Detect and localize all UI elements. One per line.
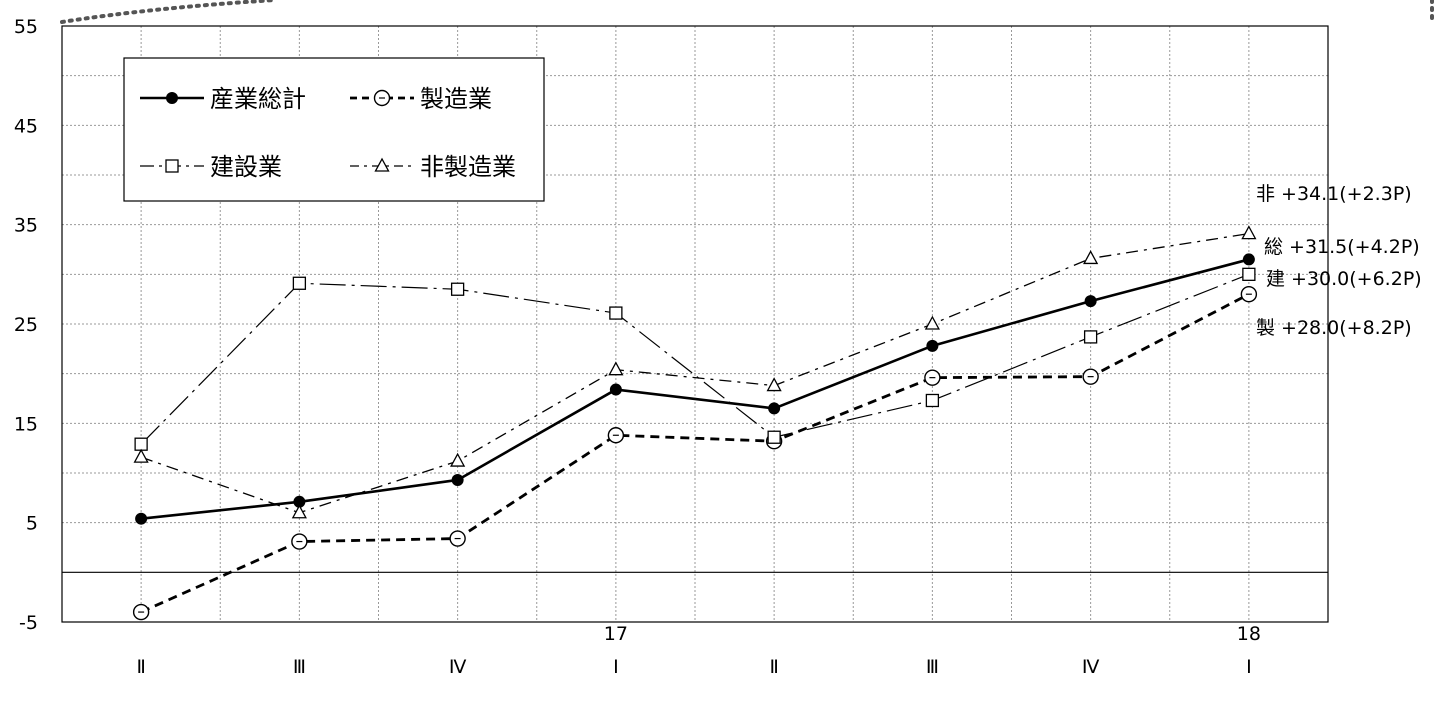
x-tick-label: Ⅰ — [613, 656, 619, 678]
x-tick-label: Ⅲ — [926, 656, 939, 678]
y-tick-label: -5 — [19, 612, 38, 634]
data-point-nonmfg — [451, 454, 464, 466]
y-tick-label: 55 — [14, 16, 38, 38]
x-year-label: 18 — [1237, 623, 1261, 645]
series-line-mfg — [141, 294, 1249, 612]
annotation-const: 建 +30.0(+6.2P) — [1266, 268, 1422, 290]
annotations: 非 +34.1(+2.3P) 総 +31.5(+4.2P) 建 +30.0(+6.2… — [1256, 183, 1422, 339]
data-point-const — [610, 307, 622, 319]
x-tick-label: Ⅳ — [1082, 656, 1100, 678]
data-point-const — [768, 431, 780, 443]
x-year-label: 17 — [604, 623, 628, 645]
data-point-const — [293, 277, 305, 289]
annotation-nonmfg: 非 +34.1(+2.3P) — [1256, 183, 1412, 205]
y-tick-label: 45 — [14, 115, 38, 137]
x-tick-label: Ⅱ — [769, 656, 778, 678]
legend-marker-total — [166, 92, 178, 104]
y-tick-label: 5 — [26, 513, 38, 535]
x-tick-label: Ⅱ — [136, 656, 145, 678]
x-tick-label: Ⅲ — [293, 656, 306, 678]
data-point-const — [1243, 268, 1255, 280]
annotation-total: 総 +31.5(+4.2P) — [1264, 236, 1420, 258]
y-tick-label: 15 — [14, 413, 38, 435]
data-point-const — [135, 438, 147, 450]
data-point-nonmfg — [926, 317, 939, 329]
y-tick-labels: 55 45 35 25 15 5 -5 — [14, 16, 38, 634]
legend-label-const: 建設業 — [210, 153, 282, 181]
data-point-nonmfg — [609, 363, 622, 375]
legend-label-total: 産業総計 — [210, 85, 306, 113]
legend-label-mfg: 製造業 — [420, 85, 492, 113]
legend-label-nonmfg: 非製造業 — [420, 153, 516, 181]
data-point-total — [1243, 253, 1255, 265]
data-point-const — [926, 394, 938, 406]
data-point-const — [1085, 331, 1097, 343]
data-point-total — [452, 474, 464, 486]
data-point-total — [610, 384, 622, 396]
x-tick-label: Ⅰ — [1246, 656, 1252, 678]
data-point-total — [135, 513, 147, 525]
y-tick-label: 35 — [14, 215, 38, 237]
data-point-total — [1085, 295, 1097, 307]
x-tick-labels: Ⅱ Ⅲ Ⅳ Ⅰ 17 Ⅱ Ⅲ Ⅳ Ⅰ 18 — [136, 623, 1261, 678]
decorative-dotted-border-left — [62, 0, 275, 22]
data-point-nonmfg — [768, 379, 781, 391]
legend-marker-const — [166, 160, 178, 172]
annotation-mfg: 製 +28.0(+8.2P) — [1256, 317, 1412, 339]
data-point-total — [768, 402, 780, 414]
data-point-total — [926, 340, 938, 352]
data-point-nonmfg — [1242, 227, 1255, 239]
data-point-nonmfg — [1084, 251, 1097, 263]
data-point-nonmfg — [135, 450, 148, 462]
y-tick-label: 25 — [14, 314, 38, 336]
data-point-const — [452, 283, 464, 295]
x-tick-label: Ⅳ — [449, 656, 467, 678]
